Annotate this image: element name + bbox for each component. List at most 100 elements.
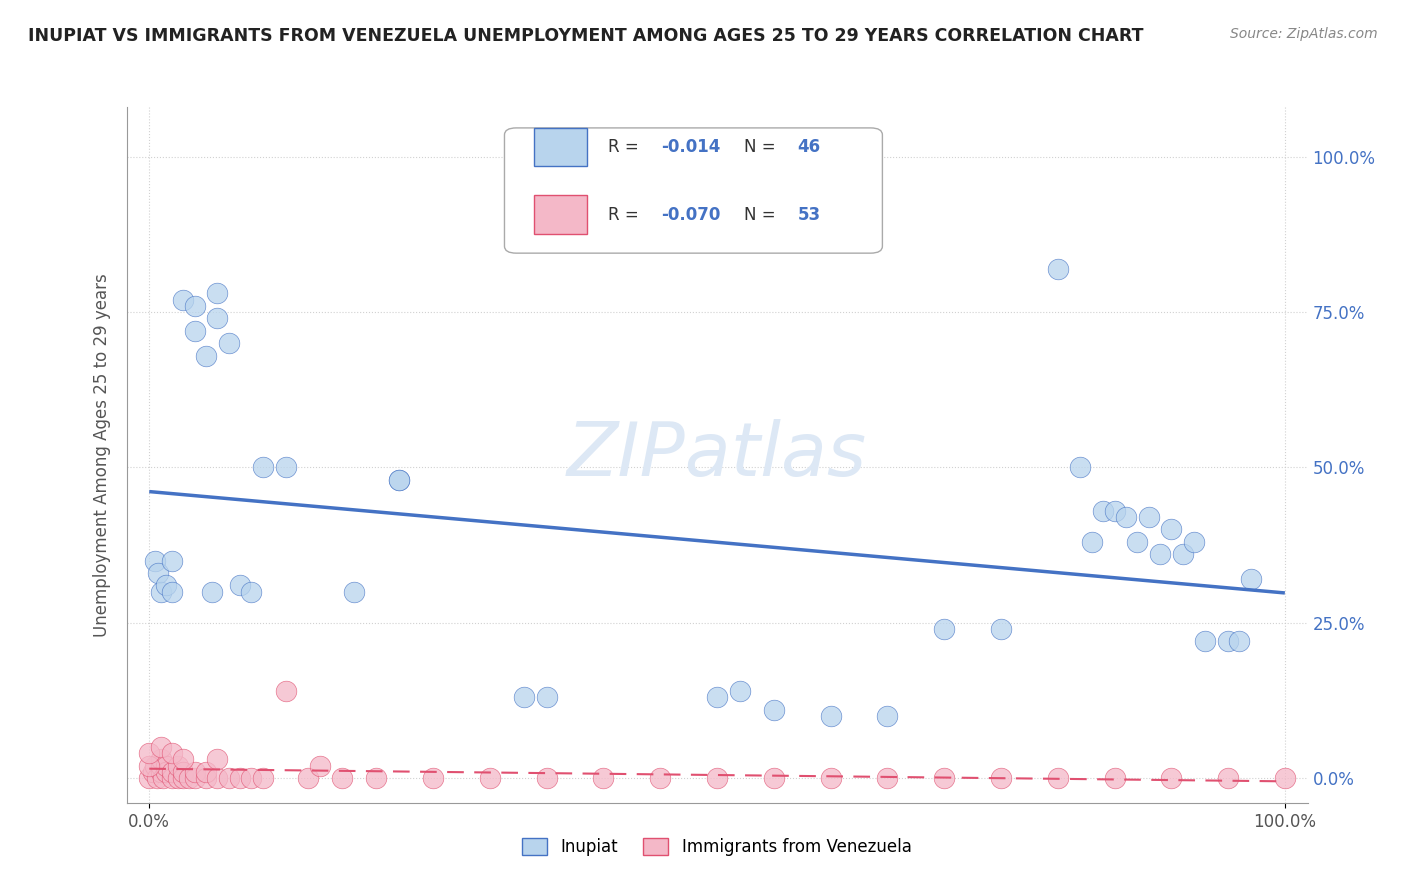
Point [1069,460,1091,475]
Point [820,771,842,785]
Point [172,771,194,785]
Legend: Inupiat, Immigrants from Venezuela: Inupiat, Immigrants from Venezuela [515,830,920,864]
Point [422,771,444,785]
Point [536,771,558,785]
Point [297,771,319,785]
Point [229,578,252,592]
Point [366,771,388,785]
Point [820,708,842,723]
Point [143,553,166,567]
Point [160,764,183,779]
Point [728,684,751,698]
Point [207,286,229,301]
Point [155,758,177,772]
Point [478,771,501,785]
FancyBboxPatch shape [505,128,883,253]
Point [1160,771,1182,785]
Point [183,324,205,338]
Text: 46: 46 [797,138,821,156]
Point [155,764,177,779]
Point [1229,634,1251,648]
Point [172,293,194,307]
Point [1092,504,1115,518]
Point [934,771,956,785]
Point [207,311,229,326]
Point [762,771,785,785]
Y-axis label: Unemployment Among Ages 25 to 29 years: Unemployment Among Ages 25 to 29 years [93,273,111,637]
Point [218,771,240,785]
Point [934,622,956,636]
Point [201,584,224,599]
Point [138,746,160,760]
Point [1046,771,1069,785]
Text: Source: ZipAtlas.com: Source: ZipAtlas.com [1230,27,1378,41]
Point [252,771,274,785]
Point [308,758,330,772]
Point [183,771,205,785]
Point [876,771,898,785]
Point [274,460,297,475]
Text: R =: R = [609,205,644,224]
Text: N =: N = [744,138,782,156]
Point [330,771,353,785]
Point [650,771,672,785]
Point [172,752,194,766]
Point [240,584,263,599]
Point [990,622,1012,636]
Point [1240,572,1263,586]
Point [149,752,172,766]
Point [1115,510,1137,524]
Point [195,771,218,785]
Point [592,771,614,785]
Point [155,578,177,592]
Point [138,758,160,772]
Point [207,752,229,766]
Point [160,553,183,567]
Point [152,771,174,785]
Point [149,739,172,754]
Point [160,584,183,599]
Point [143,758,166,772]
Text: -0.070: -0.070 [662,205,721,224]
Point [1081,534,1104,549]
Point [1137,510,1160,524]
Point [343,584,366,599]
Point [1160,523,1182,537]
Point [166,771,188,785]
Point [1194,634,1216,648]
Point [1274,771,1296,785]
FancyBboxPatch shape [534,195,588,234]
Point [513,690,536,705]
Point [149,758,172,772]
Point [706,771,728,785]
Point [1149,547,1171,561]
Point [706,690,728,705]
Point [1216,771,1239,785]
Text: 53: 53 [797,205,821,224]
Text: R =: R = [609,138,644,156]
Point [149,584,172,599]
Point [1104,504,1126,518]
Point [146,771,169,785]
Point [274,684,297,698]
Point [1126,534,1149,549]
Point [149,764,172,779]
Point [229,771,252,785]
Point [876,708,898,723]
Point [990,771,1012,785]
Point [195,764,218,779]
Point [388,473,411,487]
Point [177,771,200,785]
Point [160,771,183,785]
FancyBboxPatch shape [534,128,588,166]
Point [183,764,205,779]
Point [148,566,170,580]
Point [172,764,194,779]
Point [183,299,205,313]
Point [240,771,263,785]
Point [252,460,274,475]
Point [207,771,229,785]
Text: ZIPatlas: ZIPatlas [567,419,868,491]
Point [195,349,218,363]
Text: N =: N = [744,205,782,224]
